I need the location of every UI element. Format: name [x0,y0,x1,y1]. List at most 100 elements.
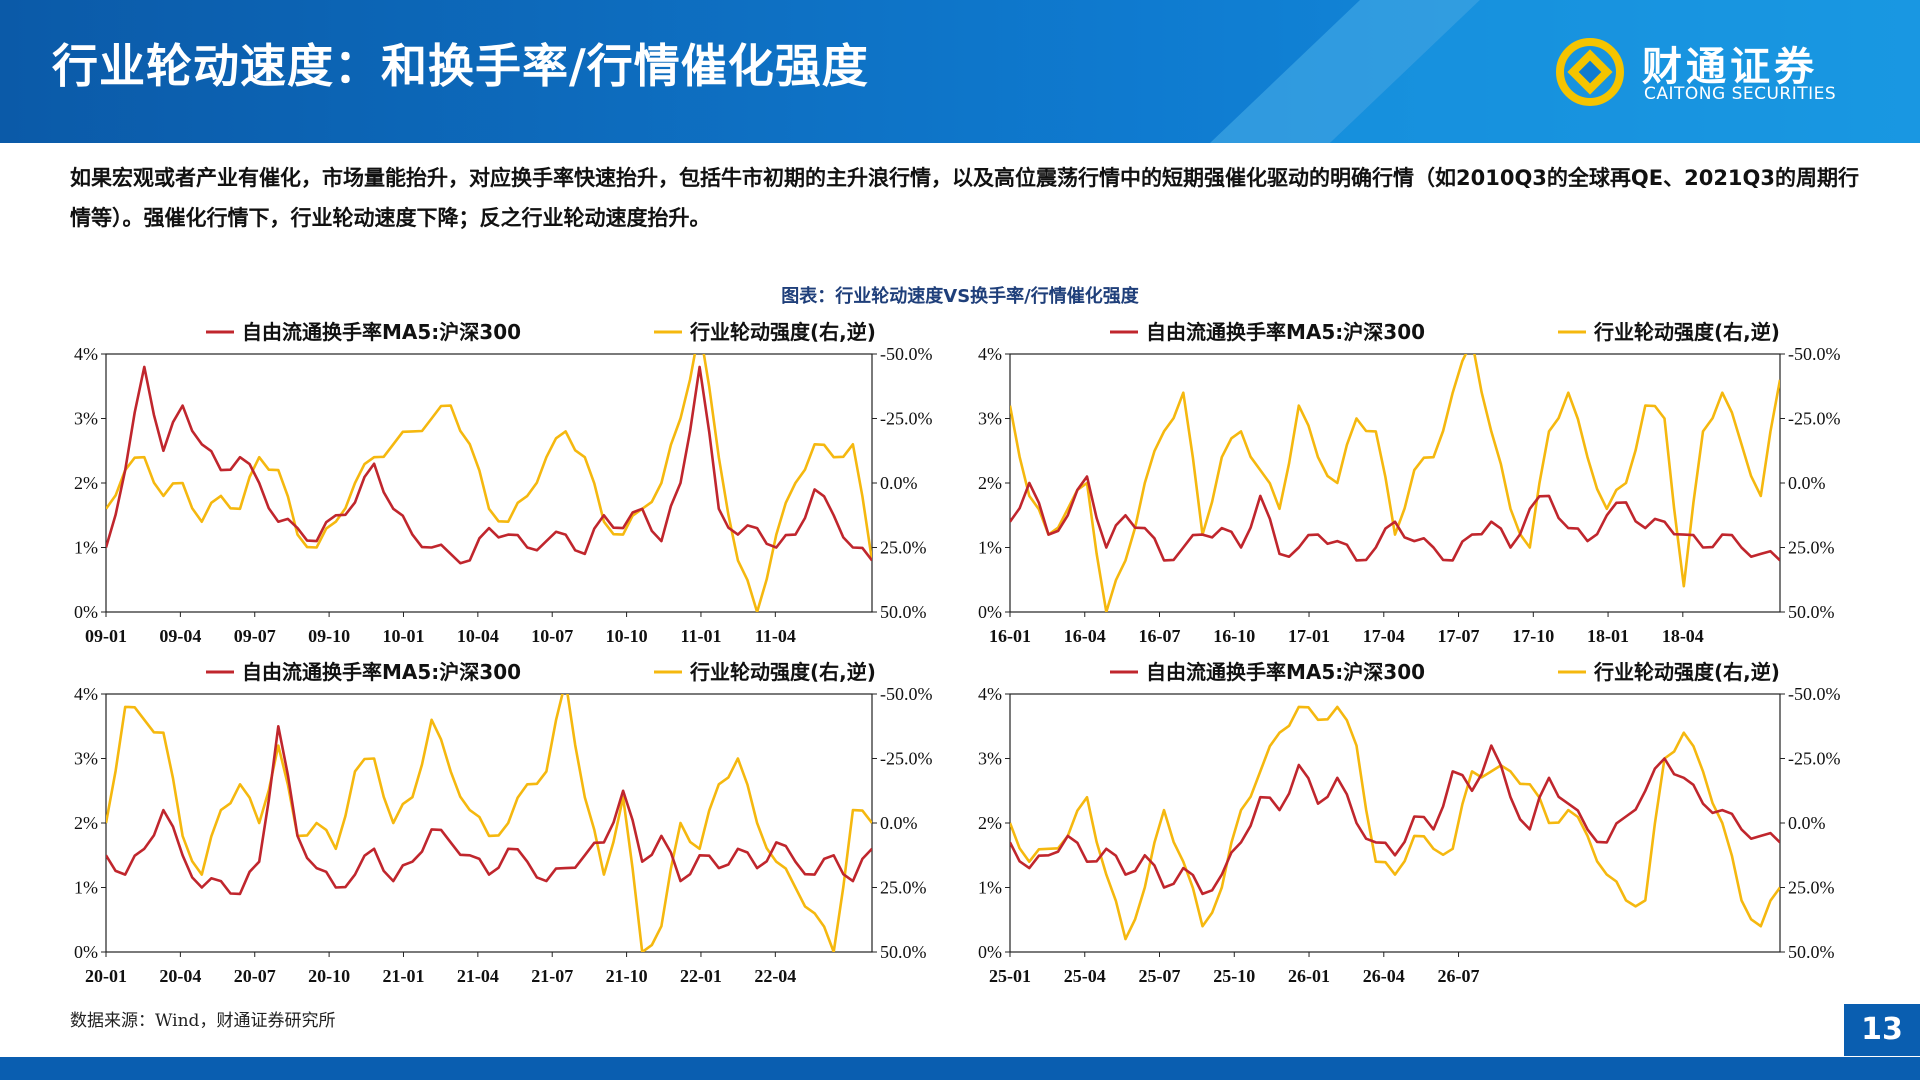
x-tick-label: 25-01 [989,966,1031,986]
legend-label-turnover: 自由流通换手率MA5:沪深300 [1146,320,1425,344]
left-tick-label: 0% [978,602,1002,622]
x-tick-label: 21-01 [382,966,424,986]
data-source-note: 数据来源：Wind，财通证券研究所 [70,1011,336,1031]
x-tick-label: 18-04 [1662,626,1704,646]
plot-frame [1009,693,1781,953]
x-tick-label: 16-01 [989,626,1031,646]
x-tick-label: 26-01 [1288,966,1330,986]
x-tick-label: 21-07 [531,966,573,986]
chart-panel-2016: 自由流通换手率MA5:沪深300 行业轮动强度(右,逆) 4% 3% 2% 1% 0% -50… [978,320,1841,646]
x-tick-label: 10-07 [531,626,573,646]
right-tick-label: 25.0% [880,878,927,898]
chart-panel-2020: 自由流通换手率MA5:沪深300 行业轮动强度(右,逆) 4% 3% 2% 1% 0% -50… [74,660,933,986]
x-tick-label: 21-04 [457,966,499,986]
right-tick-label: -25.0% [1788,409,1841,429]
left-tick-label: 3% [978,409,1002,429]
x-tick-label: 11-04 [755,626,796,646]
x-tick-label: 10-10 [606,626,648,646]
right-tick-label: 50.0% [880,942,927,962]
x-tick-label: 17-04 [1363,626,1405,646]
series-line-rotation [106,694,872,952]
series-line-turnover [1010,475,1780,562]
left-tick-label: 4% [74,684,98,704]
legend-label-turnover: 自由流通换手率MA5:沪深300 [242,320,521,344]
left-tick-label: 1% [978,538,1002,558]
legend-label-rotation: 行业轮动强度(右,逆) [1593,660,1780,684]
chart-legend: 自由流通换手率MA5:沪深300 行业轮动强度(右,逆) [1110,660,1780,684]
x-tick-label: 20-10 [308,966,350,986]
legend-label-turnover: 自由流通换手率MA5:沪深300 [1146,660,1425,684]
right-tick-label: -50.0% [1788,344,1841,364]
plot-frame [105,353,873,613]
left-tick-label: 2% [978,813,1002,833]
right-tick-label: -50.0% [880,344,933,364]
page-title: 行业轮动速度：和换手率/行情催化强度 [52,39,869,93]
plot-frame [1009,353,1781,613]
x-tick-label: 20-04 [159,966,201,986]
x-tick-label: 25-04 [1064,966,1106,986]
x-tick-label: 17-01 [1288,626,1330,646]
caitong-logo-icon [1556,38,1624,106]
left-tick-label: 4% [74,344,98,364]
right-tick-label: 0.0% [1788,813,1826,833]
x-tick-label: 09-04 [159,626,201,646]
series-line-rotation [106,354,872,612]
x-tick-label: 20-01 [85,966,127,986]
right-tick-label: -25.0% [880,409,933,429]
logo-chinese-name: 财通证券 [1642,44,1818,90]
right-tick-label: 50.0% [1788,942,1835,962]
left-tick-label: 2% [74,813,98,833]
left-tick-label: 0% [74,602,98,622]
series-line-turnover [1010,744,1780,896]
x-tick-label: 09-10 [308,626,350,646]
legend-label-turnover: 自由流通换手率MA5:沪深300 [242,660,521,684]
x-tick-label: 26-04 [1363,966,1405,986]
series-line-rotation [1010,354,1780,612]
page-number: 13 [1844,1004,1920,1056]
x-tick-label: 20-07 [234,966,276,986]
x-tick-label: 16-04 [1064,626,1106,646]
header-banner: 行业轮动速度：和换手率/行情催化强度 财通证券 CAITONG SECURITI… [0,0,1920,143]
left-tick-label: 3% [74,749,98,769]
right-tick-label: 50.0% [1788,602,1835,622]
x-tick-label: 17-10 [1512,626,1554,646]
chart-legend: 自由流通换手率MA5:沪深300 行业轮动强度(右,逆) [206,660,876,684]
x-tick-label: 16-10 [1213,626,1255,646]
left-tick-label: 1% [978,878,1002,898]
legend-label-rotation: 行业轮动强度(右,逆) [1593,320,1780,344]
x-tick-label: 18-01 [1587,626,1629,646]
right-tick-label: -25.0% [880,749,933,769]
body-paragraph: 如果宏观或者产业有催化，市场量能抬升，对应换手率快速抬升，包括牛市初期的主升浪行… [70,166,1860,230]
left-tick-label: 3% [74,409,98,429]
right-tick-label: -50.0% [1788,684,1841,704]
x-tick-label: 17-07 [1438,626,1480,646]
x-tick-label: 21-10 [606,966,648,986]
x-tick-label: 09-07 [234,626,276,646]
x-tick-label: 16-07 [1139,626,1181,646]
legend-label-rotation: 行业轮动强度(右,逆) [689,320,876,344]
right-tick-label: -25.0% [1788,749,1841,769]
left-tick-label: 4% [978,684,1002,704]
x-tick-label: 09-01 [85,626,127,646]
right-tick-label: 0.0% [880,813,918,833]
right-tick-label: 0.0% [1788,473,1826,493]
series-line-turnover [106,725,872,896]
left-tick-label: 3% [978,749,1002,769]
x-tick-label: 22-01 [680,966,722,986]
chart-legend: 自由流通换手率MA5:沪深300 行业轮动强度(右,逆) [206,320,876,344]
left-tick-label: 1% [74,538,98,558]
left-tick-label: 2% [978,473,1002,493]
x-tick-label: 10-04 [457,626,499,646]
right-tick-label: 25.0% [880,538,927,558]
footer-bar [0,1057,1920,1080]
right-tick-label: 0.0% [880,473,918,493]
x-tick-label: 25-07 [1139,966,1181,986]
x-tick-label: 25-10 [1213,966,1255,986]
left-tick-label: 0% [74,942,98,962]
series-line-turnover [106,365,872,565]
left-tick-label: 2% [74,473,98,493]
company-logo: 财通证券 CAITONG SECURITIES [1552,32,1892,112]
logo-english-name: CAITONG SECURITIES [1644,84,1837,104]
x-tick-label: 10-01 [382,626,424,646]
legend-label-rotation: 行业轮动强度(右,逆) [689,660,876,684]
